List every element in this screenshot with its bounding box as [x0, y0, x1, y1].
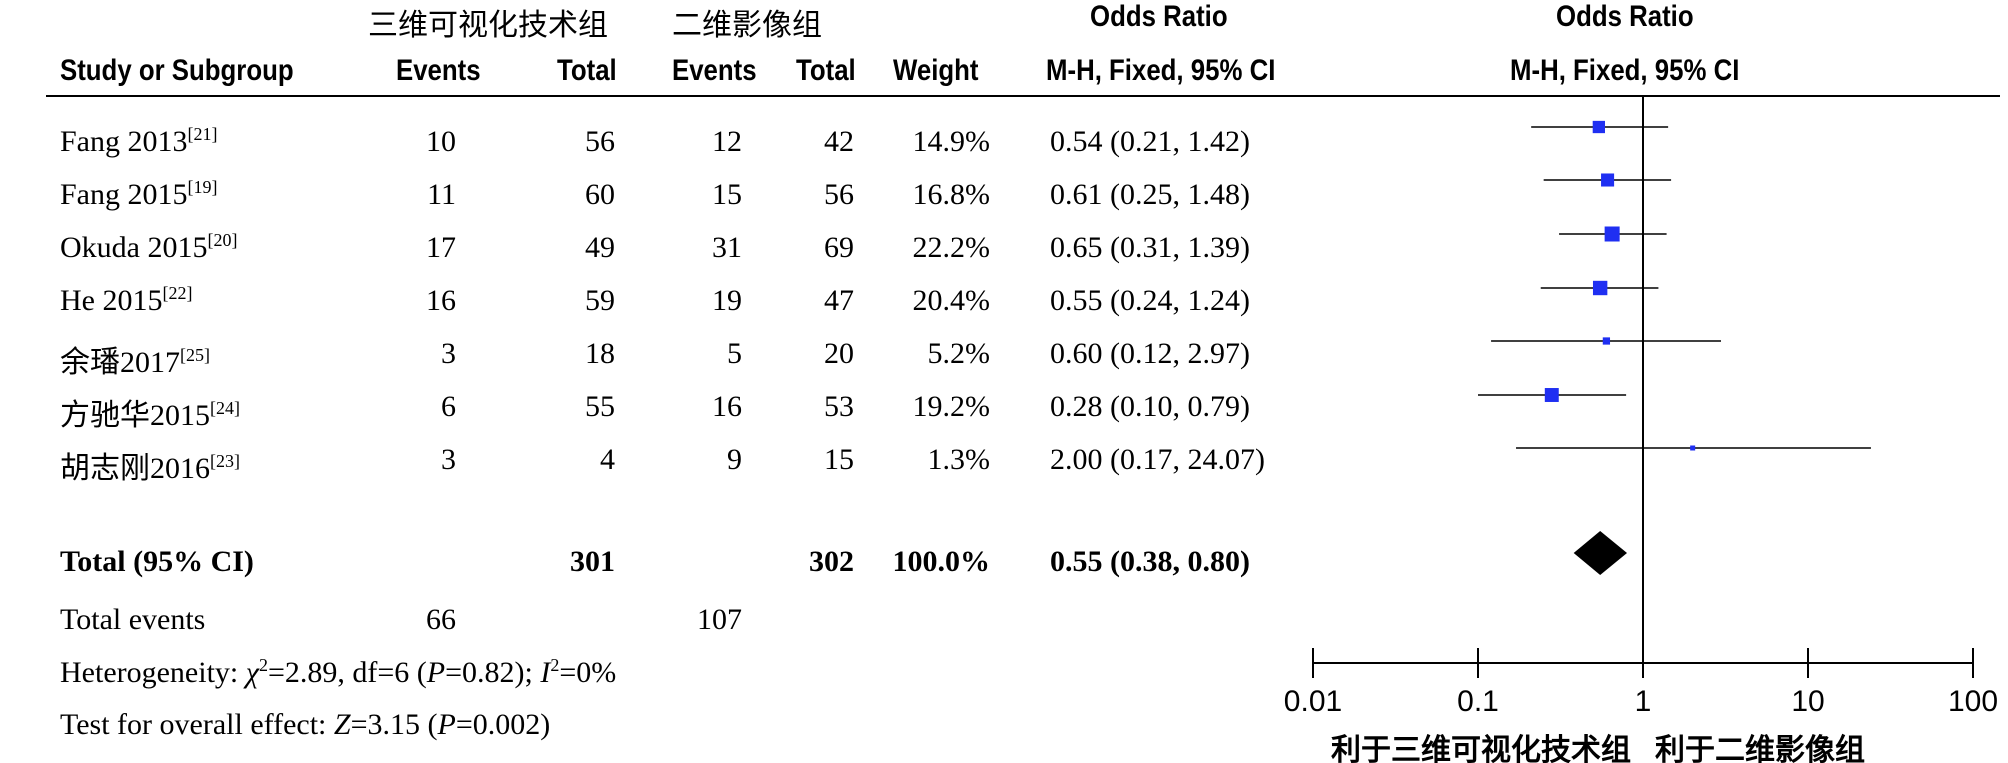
col-total2-header: Total	[796, 54, 856, 87]
header-rule	[46, 95, 2000, 97]
effect-square	[1592, 120, 1605, 134]
pooled-diamond	[1573, 531, 1628, 575]
total1-cell: 56	[585, 125, 615, 158]
study-name: 余璠2017[25]	[60, 345, 210, 379]
events2-cell: 16	[712, 390, 742, 423]
study-name: 胡志刚2016[23]	[60, 451, 240, 485]
effect-square	[1604, 226, 1620, 242]
events2-cell: 19	[712, 284, 742, 317]
weight-cell: 22.2%	[912, 231, 991, 264]
col-events2-header: Events	[672, 54, 757, 87]
events2-cell: 5	[727, 337, 742, 370]
study-name: Okuda 2015[20]	[60, 230, 238, 264]
total2-cell: 53	[824, 390, 854, 423]
x-tick-label: 0.01	[1284, 685, 1342, 718]
total1-cell: 59	[585, 284, 615, 317]
col-ci-header: M-H, Fixed, 95% CI	[1046, 54, 1276, 87]
total2-cell: 56	[824, 178, 854, 211]
col-events1-header: Events	[396, 54, 481, 87]
total-events1: 66	[426, 603, 456, 636]
total2-cell: 20	[824, 337, 854, 370]
x-tick-label: 100	[1948, 685, 1998, 718]
study-name: He 2015[22]	[60, 283, 193, 317]
events1-cell: 3	[441, 337, 456, 370]
favours-left-label: 利于三维可视化技术组	[1331, 733, 1631, 763]
total-events-label: Total events	[60, 603, 206, 636]
odds-ratio-header-table: Odds Ratio	[1090, 0, 1228, 33]
ci-cell: 2.00 (0.17, 24.07)	[1050, 443, 1265, 476]
total2-cell: 42	[824, 125, 854, 158]
total-label: Total (95% CI)	[60, 545, 254, 578]
x-tick-label: 0.1	[1457, 685, 1499, 718]
col-study-header: Study or Subgroup	[60, 54, 294, 87]
ci-cell: 0.61 (0.25, 1.48)	[1050, 178, 1250, 211]
ci-cell: 0.60 (0.12, 2.97)	[1050, 337, 1250, 370]
events1-cell: 3	[441, 443, 456, 476]
weight-cell: 20.4%	[912, 284, 991, 317]
overall-effect-text: Test for overall effect: Z=3.15 (P=0.002…	[60, 708, 551, 741]
total1-cell: 49	[585, 231, 615, 264]
total-events2: 107	[697, 603, 742, 636]
study-name: Fang 2013[21]	[60, 124, 218, 158]
events1-cell: 10	[426, 125, 456, 158]
study-name: 方驰华2015[24]	[60, 398, 240, 432]
effect-square	[1592, 280, 1608, 296]
effect-square	[1602, 337, 1611, 345]
events1-cell: 17	[426, 231, 456, 264]
events2-cell: 15	[712, 178, 742, 211]
x-tick-label: 10	[1791, 685, 1824, 718]
weight-cell: 16.8%	[912, 178, 991, 211]
heterogeneity-text: Heterogeneity: χ2=2.89, df=6 (P=0.82); I…	[60, 655, 617, 689]
effect-square	[1601, 173, 1615, 187]
group1-header: 三维可视化技术组	[368, 8, 608, 43]
effect-square	[1690, 445, 1696, 451]
col-total1-header: Total	[557, 54, 617, 87]
weight-cell: 19.2%	[912, 390, 991, 423]
x-tick-label: 1	[1635, 685, 1652, 718]
total1-cell: 60	[585, 178, 615, 211]
weight-cell: 1.3%	[927, 443, 991, 476]
total2-cell: 69	[824, 231, 854, 264]
events2-cell: 31	[712, 231, 742, 264]
ci-cell: 0.65 (0.31, 1.39)	[1050, 231, 1250, 264]
events2-cell: 9	[727, 443, 742, 476]
total-ci: 0.55 (0.38, 0.80)	[1050, 545, 1250, 578]
col-ci-header-plot: M-H, Fixed, 95% CI	[1510, 54, 1740, 87]
total2-cell: 15	[824, 443, 854, 476]
ci-cell: 0.28 (0.10, 0.79)	[1050, 390, 1250, 423]
group2-header: 二维影像组	[672, 8, 822, 43]
ci-cell: 0.54 (0.21, 1.42)	[1050, 125, 1250, 158]
events1-cell: 11	[427, 178, 456, 211]
total2-sum: 302	[809, 545, 854, 578]
total2-cell: 47	[824, 284, 854, 317]
weight-cell: 5.2%	[927, 337, 991, 370]
effect-square	[1544, 388, 1559, 402]
favours-right-label: 利于二维影像组	[1655, 733, 1865, 763]
events1-cell: 16	[426, 284, 456, 317]
events2-cell: 12	[712, 125, 742, 158]
study-name: Fang 2015[19]	[60, 177, 218, 211]
total1-cell: 4	[600, 443, 615, 476]
total1-cell: 55	[585, 390, 615, 423]
total1-cell: 18	[585, 337, 615, 370]
col-weight-header: Weight	[893, 54, 979, 87]
events1-cell: 6	[441, 390, 456, 423]
total1-sum: 301	[570, 545, 615, 578]
total-weight: 100.0%	[892, 545, 991, 578]
weight-cell: 14.9%	[912, 125, 991, 158]
odds-ratio-header-plot: Odds Ratio	[1556, 0, 1694, 33]
ci-cell: 0.55 (0.24, 1.24)	[1050, 284, 1250, 317]
